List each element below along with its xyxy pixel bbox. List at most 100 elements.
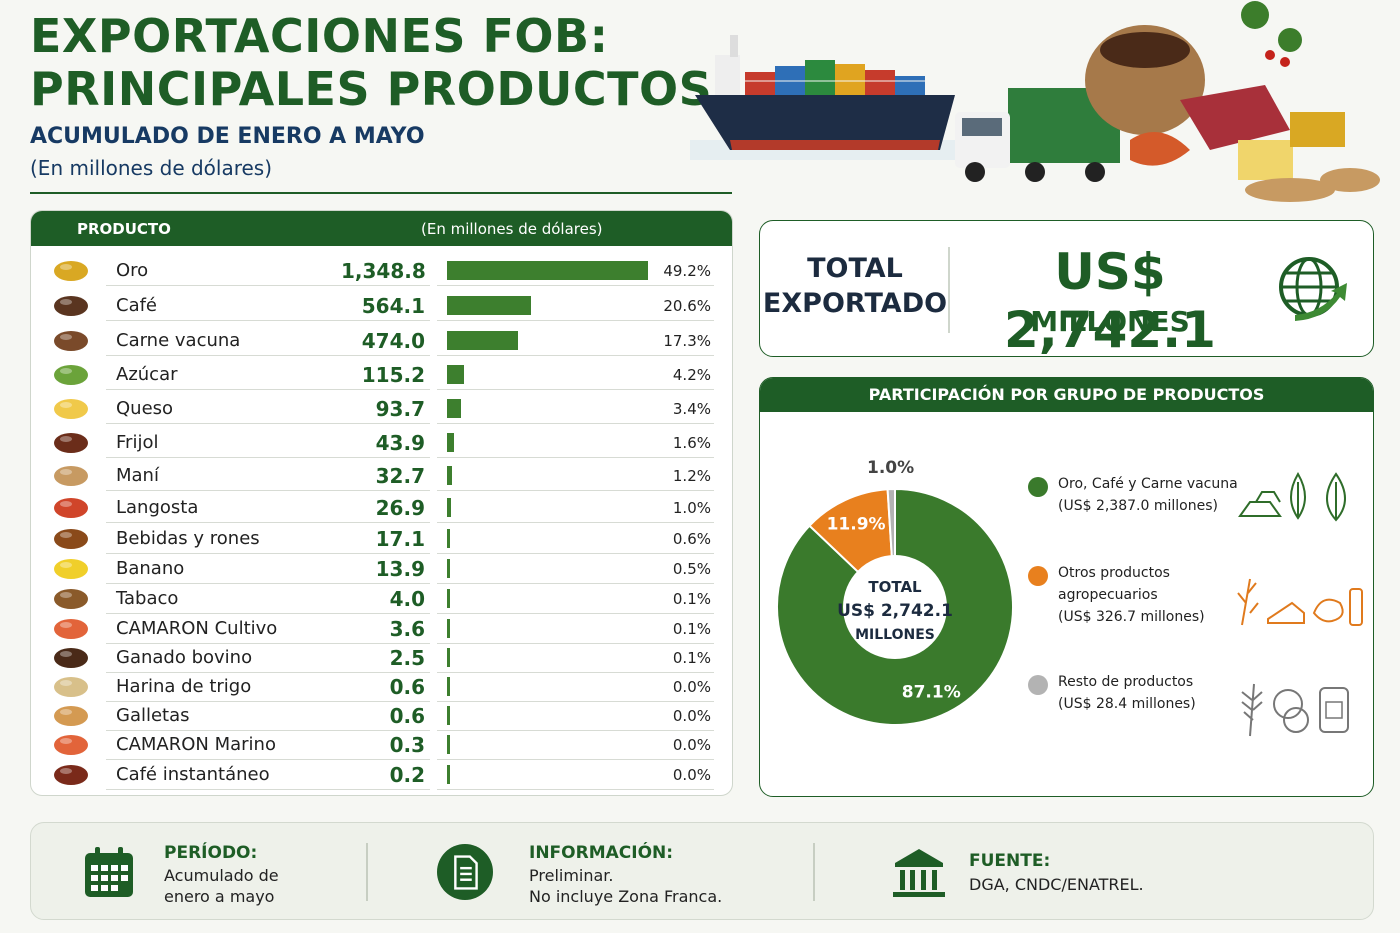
legend-text: Resto de productos (US$ 28.4 millones) [1058,671,1238,715]
table-row: Frijol 43.9 1.6% [31,427,732,458]
total-label: TOTAL EXPORTADO [760,251,950,321]
source-text: DGA, CNDC/ENATREL. [969,875,1144,894]
row-divider [437,285,714,286]
row-divider [437,320,714,321]
product-percentage: 1.0% [672,499,711,517]
row-divider [106,730,430,731]
row-divider [106,285,430,286]
cheese-icon [54,399,88,419]
government-building-icon [893,849,945,897]
product-value: 2.5 [389,646,425,670]
product-percentage: 20.6% [663,297,711,315]
title-line-2: PRINCIPALES PRODUCTOS [30,62,713,116]
product-value: 13.9 [375,557,425,581]
banana-icon [54,559,88,579]
row-divider [437,423,714,424]
share-panel-title: PARTICIPACIÓN POR GRUPO DE PRODUCTOS [760,378,1373,412]
product-percentage: 4.2% [672,366,711,384]
table-row: Azúcar 115.2 4.2% [31,359,732,390]
globe-arrow-icon [1279,257,1347,321]
truck-icon [955,88,1120,182]
legend-dot [1028,566,1048,586]
table-header: PRODUCTO (En millones de dólares) [31,211,732,246]
lobster-icon [54,498,88,518]
row-divider [437,389,714,390]
table-row: CAMARON Cultivo 3.6 0.1% [31,613,732,644]
product-name: Galletas [116,705,190,726]
page-subtitle: ACUMULADO DE ENERO A MAYO [30,124,425,149]
share-bar [447,677,450,696]
tobacco-leaf-icon [54,589,88,609]
row-divider [106,320,430,321]
footer-divider [366,843,368,901]
product-percentage: 0.5% [672,560,711,578]
table-row: Banano 13.9 0.5% [31,553,732,584]
beans-icon [54,433,88,453]
legend-label-continued: agropecuarios [1058,587,1158,603]
gold-bars-icon [54,261,88,281]
table-row: CAMARON Marino 0.3 0.0% [31,729,732,760]
period-text: Acumulado de enero a mayo [164,865,279,907]
share-bar [447,498,452,517]
table-row: Harina de trigo 0.6 0.0% [31,671,732,702]
total-exported-card: TOTAL EXPORTADO US$ 2,742.1 MILLONES [759,220,1374,359]
row-divider [437,457,714,458]
coffee-jar-icon [54,765,88,785]
share-by-group-panel: PARTICIPACIÓN POR GRUPO DE PRODUCTOS TOT… [759,377,1374,797]
product-name: Ganado bovino [116,647,253,668]
product-value: 564.1 [361,294,425,318]
legend-text: Otros productos agropecuarios (US$ 326.7… [1058,562,1238,628]
table-row: Café 564.1 20.6% [31,290,732,321]
row-divider [437,613,714,614]
product-name: CAMARON Cultivo [116,618,278,639]
product-name: Frijol [116,432,159,453]
info-line-2: No incluye Zona Franca. [529,887,723,906]
share-bar [447,619,450,638]
table-row: Carne vacuna 474.0 17.3% [31,325,732,356]
product-percentage: 0.0% [672,678,711,696]
product-name: Carne vacuna [116,330,241,351]
row-divider [437,522,714,523]
share-bar [447,589,450,608]
table-row: Café instantáneo 0.2 0.0% [31,759,732,790]
donut-center-line-3: MILLONES [855,627,935,643]
product-value: 1,348.8 [341,259,426,283]
row-divider [437,730,714,731]
column-header-value: (En millones de dólares) [421,220,603,238]
info-line-1: Preliminar. [529,866,614,885]
legend-dot [1028,675,1048,695]
share-bar [447,331,518,350]
table-row: Galletas 0.6 0.0% [31,700,732,731]
product-name: Café instantáneo [116,764,270,785]
product-percentage: 49.2% [663,262,711,280]
row-divider [437,701,714,702]
product-percentage: 0.1% [672,649,711,667]
total-label-line-1: TOTAL [807,253,903,284]
share-bar [447,765,450,784]
food-products-icon [1085,1,1380,202]
donut-center-line-1: TOTAL [868,578,922,596]
cargo-ship-icon [695,35,955,150]
product-percentage: 1.2% [672,467,711,485]
cattle-icon [54,648,88,668]
row-divider [106,672,430,673]
row-divider [106,522,430,523]
donut-chart: TOTAL US$ 2,742.1 MILLONES 87.1% 11.9% 1.0… [776,458,1014,726]
product-value: 474.0 [361,329,425,353]
product-name: Harina de trigo [116,676,252,697]
product-value: 17.1 [375,527,425,551]
legend-text: Oro, Café y Carne vacuna (US$ 2,387.0 mi… [1058,473,1238,517]
product-value: 0.2 [389,763,425,787]
product-name: Banano [116,558,185,579]
donut-slice-label: 1.0% [867,458,914,478]
gold-and-leaves-icon [1238,472,1346,522]
product-value: 43.9 [375,431,425,455]
product-name: Bebidas y rones [116,528,260,549]
column-header-product: PRODUCTO [77,220,171,238]
product-name: Langosta [116,497,199,518]
table-row: Maní 32.7 1.2% [31,460,732,491]
product-percentage: 1.6% [672,434,711,452]
footer-info-bar: PERÍODO: Acumulado de enero a mayo INFOR… [30,822,1374,920]
product-name: CAMARON Marino [116,734,276,755]
share-bar [447,706,450,725]
